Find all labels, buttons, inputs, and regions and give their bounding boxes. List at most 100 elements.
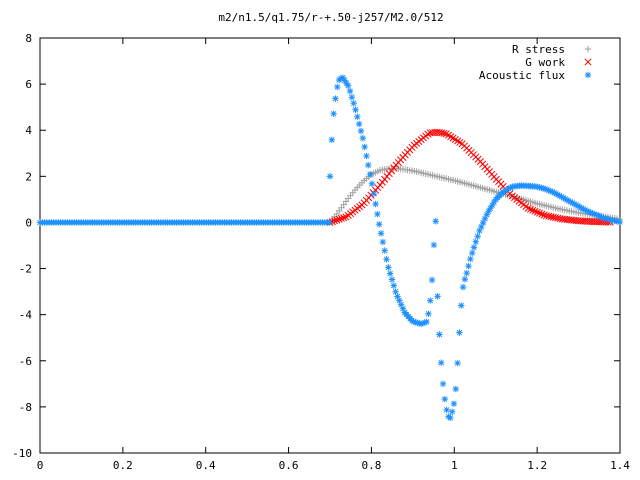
data-point [359, 134, 367, 142]
data-point [333, 216, 341, 224]
data-point [345, 82, 352, 90]
data-point [474, 233, 481, 240]
data-point [549, 188, 556, 196]
data-point [357, 127, 365, 135]
data-point [416, 320, 423, 327]
data-point [565, 197, 572, 205]
data-point [567, 198, 574, 206]
data-point [489, 201, 496, 209]
y-tick-label: 4 [25, 124, 32, 137]
data-point [348, 94, 356, 101]
data-point [571, 200, 578, 208]
legend-marker [584, 71, 592, 79]
data-point [583, 207, 591, 215]
data-point [485, 208, 492, 215]
data-point [443, 406, 450, 414]
y-tick-label: 0 [25, 216, 32, 229]
data-point [334, 83, 341, 91]
data-point [346, 87, 354, 95]
data-point [390, 282, 397, 289]
data-point [419, 320, 427, 327]
data-point [370, 190, 377, 198]
data-point [379, 238, 387, 246]
y-tick-label: -6 [19, 355, 32, 368]
data-point [330, 110, 337, 118]
data-point [399, 305, 407, 312]
data-point [505, 185, 512, 192]
data-point [587, 209, 594, 216]
data-point [448, 408, 456, 415]
data-point [463, 269, 470, 277]
data-point [591, 210, 598, 218]
data-point [536, 209, 544, 217]
data-point [531, 207, 539, 215]
data-point [476, 227, 483, 235]
data-point [361, 143, 368, 151]
data-point [503, 186, 511, 193]
data-point [600, 214, 607, 222]
data-point [414, 319, 421, 327]
data-point [563, 196, 571, 204]
data-point [434, 293, 441, 300]
data-point [616, 218, 624, 226]
data-point [481, 215, 489, 222]
data-point [487, 205, 494, 212]
data-point [381, 247, 388, 254]
data-point [350, 100, 357, 107]
data-point [524, 204, 532, 212]
data-point [556, 192, 563, 199]
y-tick-label: -4 [19, 309, 33, 322]
x-tick-label: 1.4 [610, 459, 630, 472]
data-point [352, 106, 359, 113]
data-point [507, 184, 514, 191]
data-point [554, 191, 562, 198]
data-point [470, 244, 478, 251]
data-point [594, 212, 602, 219]
x-tick-label: 0.8 [361, 459, 381, 472]
data-point [450, 400, 458, 407]
data-point [397, 301, 405, 308]
data-point [479, 219, 487, 227]
data-point [558, 193, 565, 201]
legend-label: Acoustic flux [479, 69, 565, 82]
data-point [490, 198, 498, 206]
data-point [386, 270, 394, 277]
data-point [441, 395, 449, 403]
data-point [467, 255, 474, 263]
data-point [335, 215, 343, 223]
data-point [437, 359, 445, 366]
data-point [478, 223, 485, 231]
data-point [551, 189, 558, 196]
data-point [326, 173, 334, 180]
data-point [472, 238, 480, 246]
data-point [552, 190, 560, 197]
data-point [589, 210, 596, 217]
data-point [428, 276, 436, 284]
data-point [468, 249, 476, 257]
data-point [447, 414, 454, 422]
data-point [534, 183, 542, 191]
data-point [560, 194, 567, 202]
data-point [417, 320, 425, 328]
data-point [540, 185, 547, 192]
data-point [452, 385, 459, 393]
data-point [592, 211, 600, 218]
data-point [598, 213, 605, 221]
data-point [536, 184, 543, 191]
x-tick-label: 1.2 [527, 459, 547, 472]
data-point [366, 171, 374, 178]
data-point [561, 195, 569, 203]
data-point [424, 130, 432, 138]
data-point [603, 215, 611, 223]
y-tick-label: 6 [25, 78, 32, 91]
data-point [576, 203, 583, 211]
plot-frame [39, 37, 621, 454]
data-point [605, 216, 613, 223]
data-point [396, 297, 403, 304]
data-point [365, 161, 372, 169]
data-point [377, 230, 385, 237]
y-tick-label: -10 [12, 447, 32, 460]
data-point [458, 302, 465, 309]
data-point [454, 359, 461, 367]
